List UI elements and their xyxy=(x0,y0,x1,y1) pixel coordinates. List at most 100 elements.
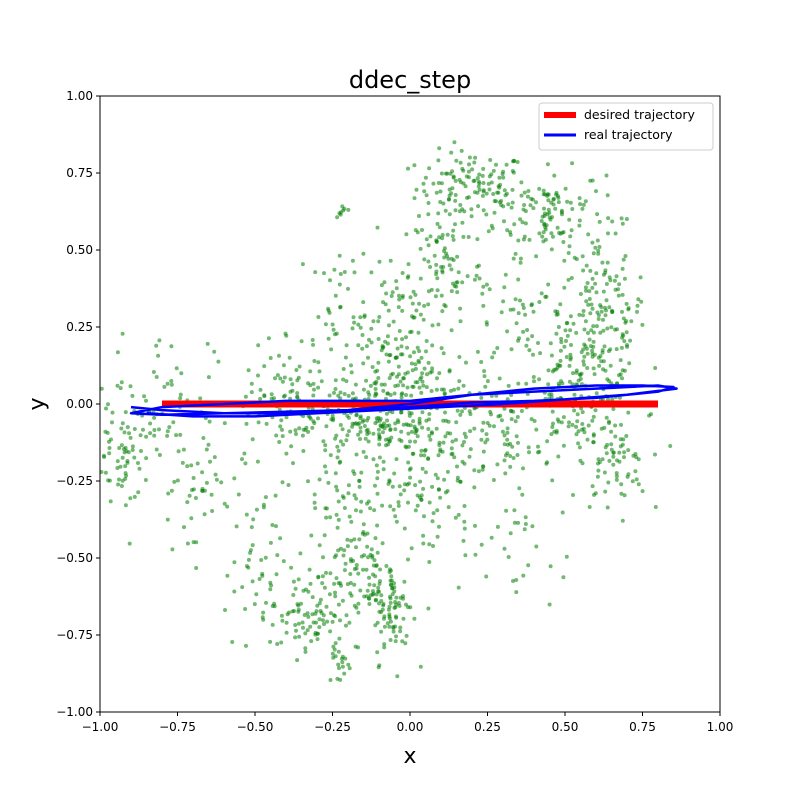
x-axis-label: x xyxy=(403,744,416,769)
scatter-point-404 xyxy=(536,341,540,345)
scatter-point-1848 xyxy=(373,483,377,488)
scatter-point-1164 xyxy=(536,444,540,449)
scatter-point-453 xyxy=(609,381,614,386)
scatter-point-260 xyxy=(638,275,643,280)
scatter-point-265 xyxy=(617,282,622,287)
scatter-point-236 xyxy=(527,237,532,242)
scatter-point-133 xyxy=(556,200,561,205)
scatter-point-363 xyxy=(579,350,584,355)
scatter-point-1683 xyxy=(321,555,325,560)
scatter-point-1482 xyxy=(180,460,185,465)
scatter-point-1879 xyxy=(341,495,346,500)
scatter-point-1751 xyxy=(403,641,408,646)
scatter-point-1786 xyxy=(390,586,395,591)
scatter-point-1110 xyxy=(483,384,488,389)
scatter-point-808 xyxy=(399,352,403,357)
scatter-point-1418 xyxy=(174,433,179,438)
scatter-point-1586 xyxy=(295,602,300,607)
scatter-point-550 xyxy=(614,471,619,476)
scatter-point-670 xyxy=(503,272,508,277)
scatter-point-909 xyxy=(338,439,343,444)
scatter-point-90 xyxy=(444,171,448,176)
scatter-point-1762 xyxy=(398,625,403,630)
scatter-point-1796 xyxy=(347,666,352,671)
scatter-point-558 xyxy=(605,505,610,510)
scatter-point-111 xyxy=(427,166,432,171)
scatter-point-1713 xyxy=(370,555,375,560)
scatter-point-1835 xyxy=(357,479,362,483)
scatter-point-1205 xyxy=(491,478,496,482)
scatter-point-276 xyxy=(583,319,588,324)
scatter-point-721 xyxy=(399,429,404,434)
scatter-point-334 xyxy=(620,266,625,271)
scatter-point-1991 xyxy=(329,347,334,352)
scatter-point-1563 xyxy=(321,618,325,623)
scatter-point-437 xyxy=(602,344,607,349)
scatter-point-347 xyxy=(586,331,590,335)
scatter-point-906 xyxy=(345,433,350,438)
scatter-point-244 xyxy=(537,300,542,304)
scatter-point-2046 xyxy=(511,579,515,583)
scatter-point-1161 xyxy=(505,451,510,456)
scatter-point-1846 xyxy=(313,506,318,511)
scatter-point-1643 xyxy=(361,522,366,527)
scatter-point-601 xyxy=(475,237,480,242)
scatter-point-1031 xyxy=(375,368,380,373)
scatter-point-1169 xyxy=(481,449,486,454)
scatter-point-1907 xyxy=(445,469,450,474)
scatter-point-710 xyxy=(513,297,518,302)
scatter-point-785 xyxy=(383,302,388,307)
scatter-point-553 xyxy=(607,421,611,425)
scatter-point-1639 xyxy=(342,548,347,553)
scatter-point-1301 xyxy=(316,385,321,390)
scatter-point-1313 xyxy=(280,427,284,432)
scatter-point-1240 xyxy=(559,420,564,425)
scatter-point-292 xyxy=(596,251,601,256)
scatter-point-2032 xyxy=(484,574,489,579)
scatter-point-403 xyxy=(597,363,602,368)
scatter-point-42 xyxy=(422,189,427,194)
scatter-point-242 xyxy=(618,358,623,363)
scatter-point-2018 xyxy=(338,305,343,310)
scatter-point-1777 xyxy=(388,638,393,642)
scatter-point-1791 xyxy=(401,594,405,599)
scatter-point-655 xyxy=(422,303,427,308)
scatter-point-535 xyxy=(591,433,596,438)
scatter-point-1280 xyxy=(274,433,279,438)
scatter-point-734 xyxy=(410,301,415,306)
scatter-point-1979 xyxy=(277,353,281,358)
scatter-point-929 xyxy=(346,415,351,420)
scatter-point-2037 xyxy=(504,508,509,513)
scatter-point-788 xyxy=(358,325,363,330)
scatter-point-1361 xyxy=(154,447,159,452)
scatter-point-1681 xyxy=(348,572,353,576)
scatter-point-775 xyxy=(425,372,429,377)
scatter-point-1818 xyxy=(346,483,351,488)
scatter-point-830 xyxy=(417,349,422,354)
scatter-point-871 xyxy=(384,411,389,416)
scatter-point-942 xyxy=(364,455,369,460)
scatter-point-1607 xyxy=(295,658,300,663)
scatter-point-1845 xyxy=(324,470,329,475)
scatter-point-1392 xyxy=(141,427,145,432)
scatter-point-1557 xyxy=(327,592,332,597)
scatter-point-1310 xyxy=(300,433,305,438)
scatter-point-385 xyxy=(611,407,616,411)
scatter-point-973 xyxy=(367,392,372,397)
scatter-point-933 xyxy=(316,416,320,421)
scatter-point-772 xyxy=(421,317,426,322)
scatter-point-224 xyxy=(547,210,552,215)
scatter-point-277 xyxy=(590,348,595,353)
scatter-point-1172 xyxy=(467,454,472,459)
scatter-point-1434 xyxy=(169,382,174,387)
scatter-point-953 xyxy=(354,413,359,418)
scatter-point-833 xyxy=(397,293,401,298)
scatter-point-1200 xyxy=(460,459,465,464)
scatter-point-1967 xyxy=(262,393,267,398)
scatter-point-607 xyxy=(445,232,450,237)
scatter-point-1491 xyxy=(204,447,209,452)
scatter-point-1652 xyxy=(352,537,357,542)
y-tick-label-1: −0.75 xyxy=(56,628,93,642)
scatter-point-649 xyxy=(474,273,479,278)
scatter-point-1780 xyxy=(394,615,399,620)
